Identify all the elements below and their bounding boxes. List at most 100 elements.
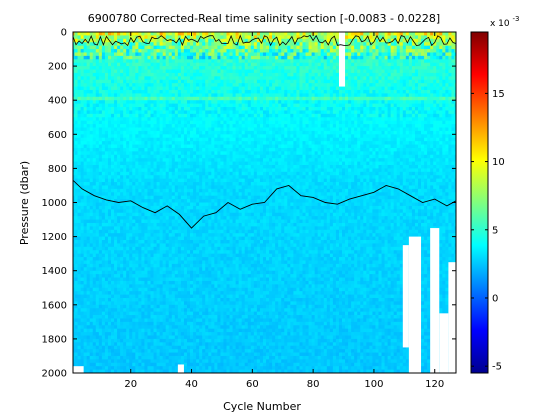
heatmap-cell (73, 246, 75, 251)
heatmap-cell (177, 89, 182, 94)
heatmap-cell (171, 130, 176, 135)
heatmap-cell (183, 103, 188, 108)
heatmap-cell (117, 335, 121, 340)
heatmap-cell (74, 280, 78, 285)
heatmap-cell (199, 304, 203, 309)
heatmap-cell (73, 257, 75, 261)
heatmap-cell (208, 144, 212, 149)
heatmap-cell (159, 321, 164, 326)
heatmap-cell (132, 49, 136, 53)
heatmap-cell (180, 79, 185, 84)
heatmap-cell (180, 113, 185, 118)
heatmap-cell (144, 192, 148, 197)
heatmap-cell (98, 130, 103, 135)
heatmap-cell (199, 141, 203, 145)
heatmap-cell (156, 212, 161, 217)
heatmap-cell (144, 127, 148, 132)
heatmap-cell (199, 38, 203, 43)
heatmap-cell (156, 117, 161, 122)
heatmap-cell (150, 185, 154, 190)
heatmap-cell (174, 134, 179, 139)
heatmap-cell (205, 205, 209, 210)
heatmap-cell (180, 263, 185, 268)
heatmap-cell (73, 199, 75, 203)
heatmap-cell (168, 45, 173, 50)
heatmap-cell (95, 205, 100, 210)
heatmap-cell (135, 69, 139, 74)
heatmap-cell (111, 158, 115, 162)
heatmap-cell (162, 274, 167, 278)
heatmap-cell (165, 349, 170, 353)
heatmap-cell (156, 277, 161, 282)
heatmap-cell (150, 113, 154, 118)
heatmap-cell (147, 355, 151, 360)
heatmap-cell (214, 147, 218, 152)
heatmap-cell (138, 45, 142, 50)
heatmap-cell (73, 362, 75, 367)
heatmap-cell (220, 202, 224, 207)
heatmap-cell (156, 100, 161, 105)
heatmap-cell (111, 308, 115, 313)
heatmap-cell (73, 86, 75, 91)
heatmap-cell (174, 127, 179, 132)
heatmap-cell (138, 185, 142, 190)
heatmap-cell (156, 55, 161, 60)
heatmap-cell (147, 69, 151, 74)
heatmap-cell (190, 199, 194, 203)
heatmap-cell (117, 287, 121, 292)
heatmap-cell (183, 154, 188, 159)
heatmap-cell (95, 257, 100, 261)
heatmap-cell (183, 216, 188, 220)
heatmap-cell (205, 209, 209, 214)
heatmap-cell (162, 79, 167, 84)
heatmap-cell (186, 164, 191, 169)
heatmap-cell (199, 263, 203, 268)
heatmap-cell (77, 294, 81, 299)
heatmap-cell (101, 236, 106, 241)
heatmap-cell (147, 315, 151, 319)
heatmap-cell (180, 328, 185, 333)
heatmap-cell (89, 291, 94, 295)
heatmap-cell (111, 212, 115, 217)
heatmap-cell (205, 175, 209, 180)
heatmap-cell (129, 359, 133, 364)
heatmap-cell (220, 270, 224, 275)
heatmap-cell (177, 185, 182, 190)
heatmap-cell (156, 359, 161, 364)
heatmap-cell (159, 236, 164, 241)
heatmap-cell (208, 246, 212, 251)
heatmap-cell (156, 274, 161, 278)
heatmap-cell (220, 280, 224, 285)
heatmap-cell (114, 257, 118, 261)
heatmap-cell (101, 83, 106, 87)
heatmap-cell (123, 355, 127, 360)
heatmap-cell (217, 349, 221, 353)
heatmap-cell (193, 107, 197, 111)
heatmap-cell (196, 192, 200, 197)
heatmap-cell (162, 110, 167, 115)
heatmap-cell (162, 226, 167, 231)
heatmap-cell (86, 287, 91, 292)
heatmap-cell (141, 182, 145, 186)
heatmap-cell (77, 134, 81, 139)
heatmap-cell (73, 267, 75, 272)
heatmap-cell (211, 195, 215, 200)
heatmap-cell (114, 304, 118, 309)
heatmap-cell (180, 72, 185, 77)
heatmap-cell (159, 226, 164, 231)
heatmap-cell (202, 144, 206, 149)
heatmap-cell (217, 188, 221, 193)
heatmap-cell (174, 161, 179, 166)
heatmap-cell (156, 62, 161, 67)
heatmap-cell (214, 168, 218, 173)
heatmap-cell (177, 161, 182, 166)
heatmap-cell (147, 96, 151, 101)
heatmap-cell (220, 59, 224, 64)
heatmap-cell (190, 260, 194, 265)
heatmap-cell (174, 168, 179, 173)
heatmap-cell (205, 233, 209, 237)
heatmap-cell (129, 335, 133, 340)
heatmap-cell (186, 175, 191, 180)
heatmap-cell (202, 349, 206, 353)
heatmap-cell (165, 287, 170, 292)
